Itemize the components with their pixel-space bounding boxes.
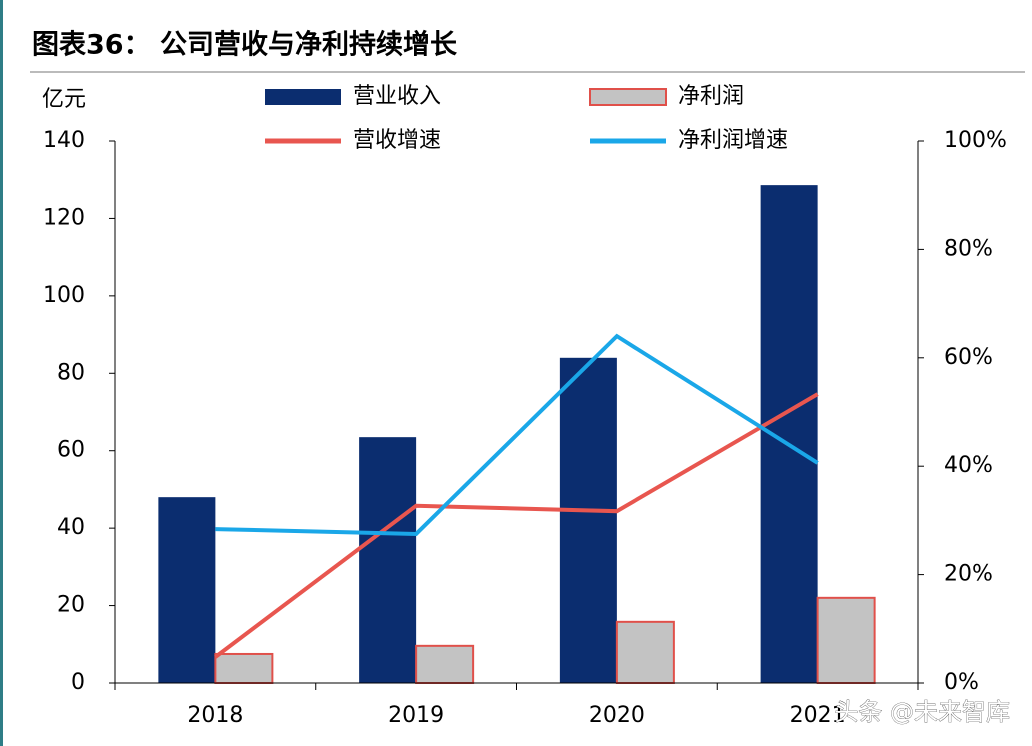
y-axis-unit: 亿元 [42,87,86,112]
bar [559,357,617,683]
legend-swatch [589,88,667,106]
y2-tick-label: 20% [944,562,993,587]
bar [158,497,216,683]
y-tick-label: 0 [71,670,85,695]
y-tick-label: 60 [57,438,85,463]
legend-label: 营业收入 [353,84,441,109]
y2-tick-label: 100% [944,128,1007,153]
watermark: 头条 @未来智库 [834,698,1010,726]
y-tick-label: 120 [43,205,85,230]
y2-tick-label: 60% [944,345,993,370]
bar [359,437,417,683]
bar [615,620,675,684]
left-border [0,0,3,746]
legend-label: 净利润增速 [678,128,788,153]
x-tick-label: 2021 [790,703,846,728]
y-tick-label: 100 [43,283,85,308]
y2-tick-label: 0% [944,670,979,695]
x-tick-label: 2020 [589,703,645,728]
chart-title: 图表36： 公司营收与净利持续增长 [32,29,458,61]
legend-label: 净利润 [678,84,744,109]
y-tick-label: 40 [57,515,85,540]
x-tick-label: 2019 [388,703,444,728]
y-tick-label: 20 [57,593,85,618]
line [214,392,819,659]
y2-tick-label: 80% [944,236,993,261]
y-tick-label: 80 [57,360,85,385]
bar [816,596,876,684]
legend-label: 营收增速 [353,128,441,153]
legend-swatch [265,89,341,105]
x-tick-label: 2018 [187,703,243,728]
line [215,333,819,536]
bar [415,644,475,685]
bar [214,652,274,685]
y2-tick-label: 40% [944,453,993,478]
y-tick-label: 140 [43,128,85,153]
